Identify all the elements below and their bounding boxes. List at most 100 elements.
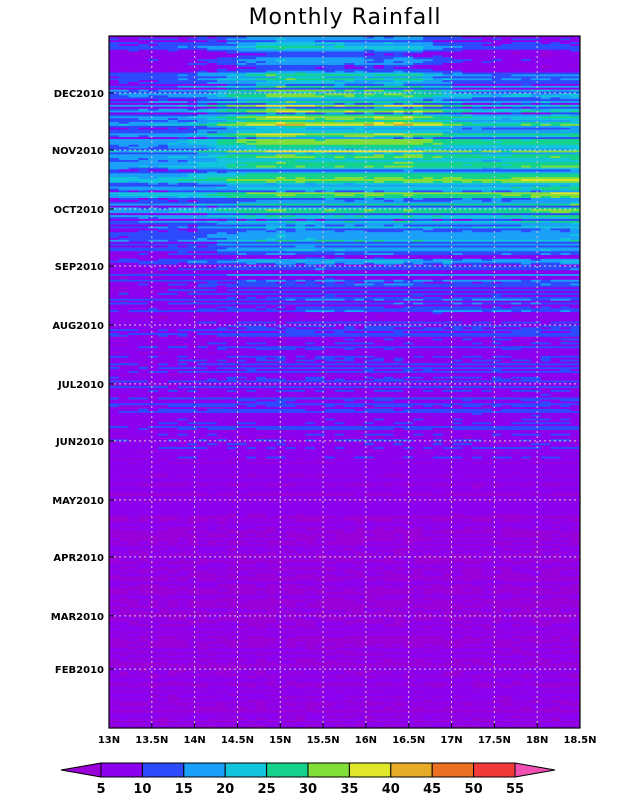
heatmap-cell	[344, 490, 355, 493]
heatmap-cell	[324, 632, 336, 636]
heatmap-cell	[550, 625, 561, 628]
heatmap-cell	[403, 463, 414, 467]
heatmap-cell	[344, 644, 355, 647]
heatmap-cell	[295, 655, 306, 659]
heatmap-cell	[413, 688, 424, 691]
heatmap-cell	[344, 522, 355, 525]
heatmap-cell	[521, 477, 532, 480]
heatmap-cell	[256, 564, 267, 567]
heatmap-cell	[383, 689, 395, 693]
heatmap-cell	[138, 545, 149, 548]
heatmap-cell	[324, 480, 336, 484]
heatmap-cell	[334, 562, 346, 565]
heatmap-cell	[207, 555, 218, 558]
heatmap-cell	[266, 473, 277, 476]
heatmap-cell	[373, 501, 385, 505]
heatmap-cell	[383, 621, 395, 624]
heatmap-cell	[501, 650, 512, 653]
heatmap-cell	[216, 629, 228, 632]
heatmap-cell	[521, 537, 532, 541]
heatmap-cell	[501, 477, 512, 480]
heatmap-cell	[177, 515, 189, 518]
heatmap-cell	[315, 452, 326, 455]
heatmap-cell	[452, 486, 463, 489]
heatmap-cell	[570, 695, 580, 698]
heatmap-cell	[432, 397, 444, 400]
heatmap-cell	[177, 511, 189, 514]
heatmap-cell	[530, 680, 542, 683]
heatmap-cell	[187, 486, 198, 489]
heatmap-cell	[177, 712, 189, 716]
heatmap-cell	[285, 452, 297, 455]
heatmap-cell	[413, 594, 424, 598]
heatmap-cell	[158, 678, 169, 681]
heatmap-cell	[285, 553, 297, 556]
heatmap-cell	[530, 581, 542, 584]
heatmap-cell	[128, 513, 140, 516]
heatmap-cell	[207, 596, 218, 600]
heatmap-cell	[138, 562, 149, 565]
heatmap-cell	[354, 707, 365, 710]
heatmap-cell	[481, 431, 493, 434]
heatmap-cell	[491, 705, 503, 708]
heatmap-cell	[501, 722, 512, 725]
heatmap-cell	[364, 442, 375, 446]
heatmap-cell	[373, 686, 385, 689]
heatmap-cell	[148, 454, 159, 457]
heatmap-cell	[158, 648, 169, 651]
heatmap-cell	[187, 465, 198, 468]
heatmap-cell	[570, 465, 580, 468]
heatmap-cell	[207, 703, 218, 706]
heatmap-cell	[550, 463, 561, 467]
heatmap-cell	[462, 509, 473, 512]
heatmap-cell	[481, 509, 493, 512]
heatmap-cell	[442, 545, 454, 548]
heatmap-cell	[216, 726, 228, 728]
heatmap-cell	[315, 594, 326, 598]
heatmap-cell	[187, 477, 198, 480]
heatmap-cell	[472, 579, 483, 583]
heatmap-cell	[334, 659, 346, 662]
heatmap-cell	[197, 477, 208, 480]
heatmap-cell	[315, 608, 326, 611]
heatmap-cell	[530, 648, 542, 651]
heatmap-cell	[177, 661, 189, 664]
heatmap-cell	[452, 703, 463, 706]
heatmap-cell	[472, 722, 483, 725]
heatmap-cell	[177, 564, 189, 567]
heatmap-cell	[334, 678, 346, 681]
heatmap-cell	[256, 537, 267, 541]
heatmap-cell	[354, 454, 365, 457]
heatmap-cell	[256, 562, 267, 565]
heatmap-cell	[403, 659, 414, 662]
heatmap-cell	[481, 549, 493, 552]
heatmap-cell	[216, 456, 228, 459]
heatmap-cell	[403, 477, 414, 480]
heatmap-cell	[442, 497, 454, 501]
heatmap-cell	[128, 452, 140, 455]
heatmap-cell	[364, 478, 375, 482]
heatmap-cell	[364, 602, 375, 605]
heatmap-cell	[540, 503, 552, 506]
heatmap-cell	[521, 564, 532, 567]
heatmap-cell	[452, 632, 463, 636]
heatmap-cell	[491, 526, 503, 529]
heatmap-cell	[256, 648, 267, 651]
heatmap-cell	[413, 670, 424, 674]
heatmap-cell	[432, 547, 444, 550]
heatmap-cell	[560, 537, 571, 541]
heatmap-cell	[266, 459, 277, 463]
heatmap-cell	[452, 467, 463, 470]
heatmap-cell	[472, 501, 483, 505]
heatmap-cell	[501, 484, 512, 487]
heatmap-cell	[275, 496, 287, 499]
heatmap-cell	[285, 469, 297, 472]
heatmap-cell	[491, 467, 503, 470]
heatmap-cell	[187, 448, 198, 451]
heatmap-cell	[266, 518, 277, 522]
heatmap-cell	[530, 608, 542, 611]
heatmap-cell	[570, 718, 580, 721]
heatmap-cell	[462, 478, 473, 482]
heatmap-cell	[550, 473, 561, 476]
heatmap-cell	[158, 477, 169, 480]
